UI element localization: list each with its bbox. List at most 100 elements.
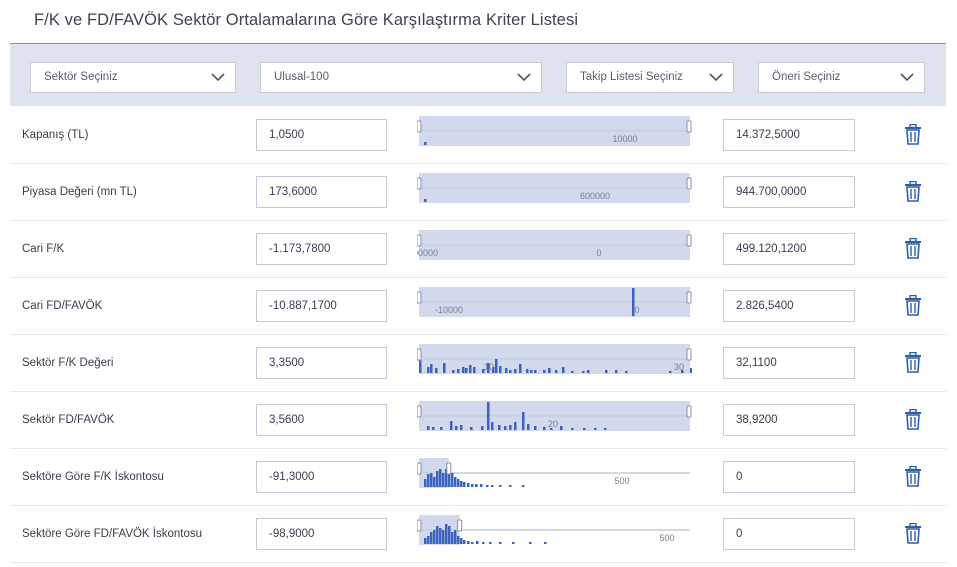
histogram-bar [430, 532, 433, 544]
histogram-bar [582, 371, 585, 373]
histogram-bar [424, 479, 427, 487]
sector-select[interactable]: Sektör Seçiniz [30, 62, 236, 93]
min-value-input[interactable]: -1.173,7800 [256, 233, 387, 265]
range-handle-max[interactable] [686, 234, 692, 247]
max-value-input[interactable]: 0 [723, 518, 855, 550]
histogram-bar [492, 367, 495, 373]
axis-tick-label: -10000 [435, 305, 463, 315]
range-handle-max[interactable] [686, 348, 692, 361]
min-value-input[interactable]: -91,3000 [256, 461, 387, 493]
min-value-input[interactable]: 1,0500 [256, 119, 387, 151]
histogram-bar [433, 477, 436, 487]
range-slider[interactable]: 10 30 [417, 344, 692, 374]
range-handle-min[interactable] [417, 291, 422, 304]
histogram-bar [594, 428, 597, 430]
histogram-bar [471, 484, 474, 487]
range-handle-min[interactable] [417, 120, 422, 133]
histogram-bar [419, 359, 422, 373]
max-value-input[interactable]: 38,9200 [723, 404, 855, 436]
range-handle-max[interactable] [686, 405, 692, 418]
axis-tick-label: 500 [659, 533, 674, 543]
range-handle-min[interactable] [417, 348, 422, 361]
trash-icon[interactable] [904, 180, 922, 202]
trash-icon[interactable] [904, 123, 922, 145]
histogram-bar [442, 530, 445, 544]
range-handle-max[interactable] [457, 519, 463, 532]
histogram-bar [487, 402, 490, 430]
histogram-bar [544, 542, 547, 544]
criteria-row: Cari FD/FAVÖK -10.887,1700 -10000 0 2.826,54… [10, 278, 946, 335]
axis-tick-label: 600000 [580, 191, 610, 201]
min-value-input[interactable]: -10.887,1700 [256, 290, 387, 322]
range-slider[interactable]: 20 [417, 401, 692, 431]
trash-icon[interactable] [904, 294, 922, 316]
watchlist-select[interactable]: Takip Listesi Seçiniz [566, 62, 734, 93]
trash-icon[interactable] [904, 237, 922, 259]
criteria-row: Piyasa Değeri (mn TL) 173,6000 600000 944.7… [10, 164, 946, 221]
histogram-bar [519, 364, 522, 373]
histogram-bar [681, 370, 684, 373]
histogram-bar [509, 370, 512, 373]
max-value-input[interactable]: 499.120,1200 [723, 233, 855, 265]
histogram-bar [534, 370, 537, 373]
range-slider[interactable]: -10000 0 [417, 287, 692, 317]
watchlist-select-value: Takip Listesi Seçiniz [580, 71, 683, 83]
range-handle-max[interactable] [686, 291, 692, 304]
histogram-bar [448, 463, 451, 487]
histogram-bar [455, 426, 458, 430]
min-value-input[interactable]: -98,9000 [256, 518, 387, 550]
histogram-bar [489, 542, 492, 544]
histogram-bar [427, 474, 430, 487]
max-value-input[interactable]: 2.826,5400 [723, 290, 855, 322]
trash-icon[interactable] [904, 408, 922, 430]
range-slider[interactable]: 500 [417, 515, 692, 545]
histogram-bar [530, 370, 533, 373]
histogram-bar [548, 368, 551, 373]
histogram-bar [424, 142, 427, 145]
recommendation-select[interactable]: Öneri Seçiniz [758, 62, 925, 93]
histogram-bar [669, 371, 672, 373]
histogram-bar [448, 526, 451, 544]
histogram-bar [439, 528, 442, 544]
histogram-bar [481, 426, 484, 430]
range-handle-max[interactable] [446, 462, 452, 475]
axis-tick-label: 30 [674, 362, 684, 372]
min-value-input[interactable]: 3,3500 [256, 347, 387, 379]
histogram-bar [424, 538, 427, 544]
histogram-bar [583, 428, 586, 430]
range-slider[interactable]: 500 [417, 458, 692, 488]
min-value-input[interactable]: 173,6000 [256, 176, 387, 208]
max-value-input[interactable]: 944.700,0000 [723, 176, 855, 208]
histogram-bar [604, 428, 607, 430]
range-handle-min[interactable] [417, 462, 422, 475]
histogram-bar [509, 425, 512, 430]
range-slider[interactable]: 600000 [417, 173, 692, 203]
range-slider-track: 10000 [417, 116, 692, 146]
range-handle-max[interactable] [686, 120, 692, 133]
histogram-bar [463, 482, 466, 487]
range-handle-min[interactable] [417, 405, 422, 418]
trash-icon[interactable] [904, 522, 922, 544]
min-value-input[interactable]: 3,5600 [256, 404, 387, 436]
histogram-bar [442, 473, 445, 487]
histogram-bar [625, 371, 628, 373]
max-value-input[interactable]: 32,1100 [723, 347, 855, 379]
histogram-bar [526, 369, 529, 373]
range-slider[interactable]: 0 300000 [417, 230, 692, 260]
histogram-bar [451, 532, 454, 544]
criteria-row: Cari F/K -1.173,7800 0 300000 499.120,1200 [10, 221, 946, 278]
range-handle-max[interactable] [686, 177, 692, 190]
trash-icon[interactable] [904, 465, 922, 487]
criteria-label: Cari F/K [22, 243, 65, 255]
range-handle-min[interactable] [417, 177, 422, 190]
chevron-down-icon [517, 73, 531, 82]
max-value-input[interactable]: 14.372,5000 [723, 119, 855, 151]
range-handle-min[interactable] [417, 519, 422, 532]
range-handle-min[interactable] [417, 234, 422, 247]
max-value-input[interactable]: 0 [723, 461, 855, 493]
trash-icon[interactable] [904, 351, 922, 373]
histogram-bar [504, 426, 507, 430]
range-slider[interactable]: 10000 [417, 116, 692, 146]
histogram-bar [487, 363, 490, 373]
index-select[interactable]: Ulusal-100 [260, 62, 542, 93]
